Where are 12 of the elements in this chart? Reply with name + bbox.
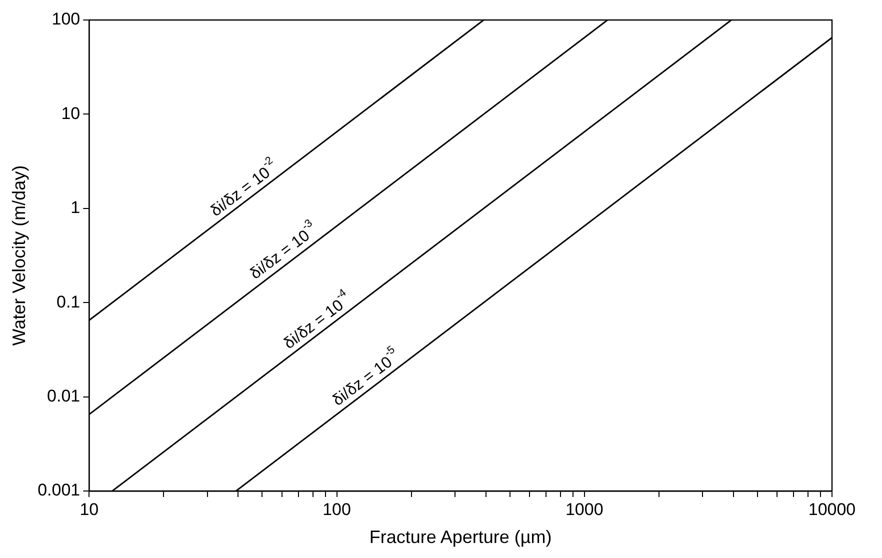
x-tick-label: 100 — [322, 500, 351, 519]
y-tick-label: 0.01 — [47, 386, 80, 406]
x-tick-label: 10000 — [808, 500, 856, 519]
y-tick-label: 0.001 — [38, 480, 80, 500]
y-tick-label: 100 — [52, 10, 80, 29]
y-tick-label: 1 — [70, 198, 80, 218]
y-axis-title: Water Velocity (m/day) — [8, 165, 29, 346]
x-tick-label: 1000 — [565, 500, 604, 519]
x-axis-title: Fracture Aperture (µm) — [369, 527, 552, 548]
y-tick-label: 0.1 — [56, 292, 80, 312]
y-tick-label: 10 — [61, 104, 80, 123]
x-tick-label: 10 — [80, 500, 99, 519]
